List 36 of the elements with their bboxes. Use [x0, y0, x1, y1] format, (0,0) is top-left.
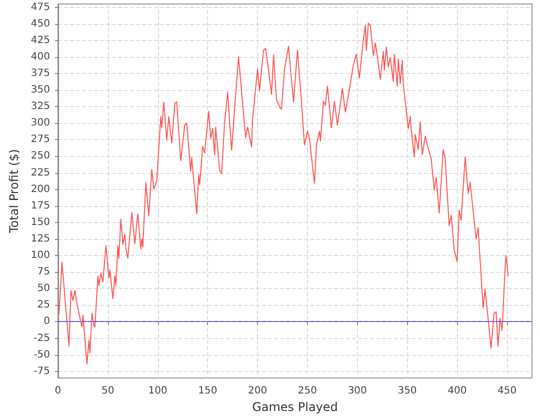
y-tick-label: 200 — [30, 184, 50, 195]
y-tick-label: 150 — [30, 216, 50, 228]
x-tick-label: 150 — [198, 386, 218, 396]
x-tick-label: 400 — [448, 386, 467, 396]
x-tick-label: 350 — [398, 386, 417, 396]
y-tick-label: -50 — [34, 349, 50, 360]
y-tick-label: 400 — [30, 51, 50, 62]
x-tick-label: 0 — [54, 386, 62, 396]
y-tick-label: 375 — [30, 68, 50, 80]
x-tick-label: 100 — [148, 386, 168, 396]
x-axis-title: Games Played — [252, 400, 338, 414]
x-tick-label: 250 — [298, 386, 318, 396]
y-tick-label: 25 — [37, 300, 50, 311]
y-tick-label: 225 — [30, 167, 50, 178]
y-tick-label: 125 — [30, 233, 50, 244]
y-tick-label: 450 — [30, 18, 50, 30]
x-tick-label: 200 — [248, 386, 268, 396]
y-tick-label: 50 — [37, 283, 50, 294]
y-tick-label: 250 — [30, 150, 50, 162]
y-axis-title: Total Profit ($) — [7, 149, 21, 234]
y-tick-label: 300 — [30, 118, 50, 129]
y-tick-label: 0 — [44, 316, 50, 328]
x-tick-label: 50 — [102, 386, 114, 396]
y-tick-label: 350 — [30, 84, 50, 96]
y-tick-label: 325 — [30, 101, 50, 112]
y-tick-label: 475 — [30, 2, 50, 13]
y-tick-label: 175 — [30, 200, 50, 212]
x-tick-label: 450 — [498, 386, 517, 396]
y-tick-label: -75 — [34, 366, 50, 377]
y-tick-label: -25 — [34, 332, 50, 344]
x-tick-label: 300 — [348, 386, 367, 396]
line-series — [58, 22, 509, 365]
y-tick-label: 100 — [30, 250, 50, 262]
y-tick-label: 425 — [30, 34, 50, 46]
y-tick-label: 75 — [37, 266, 50, 278]
y-tick-label: 275 — [30, 134, 50, 146]
